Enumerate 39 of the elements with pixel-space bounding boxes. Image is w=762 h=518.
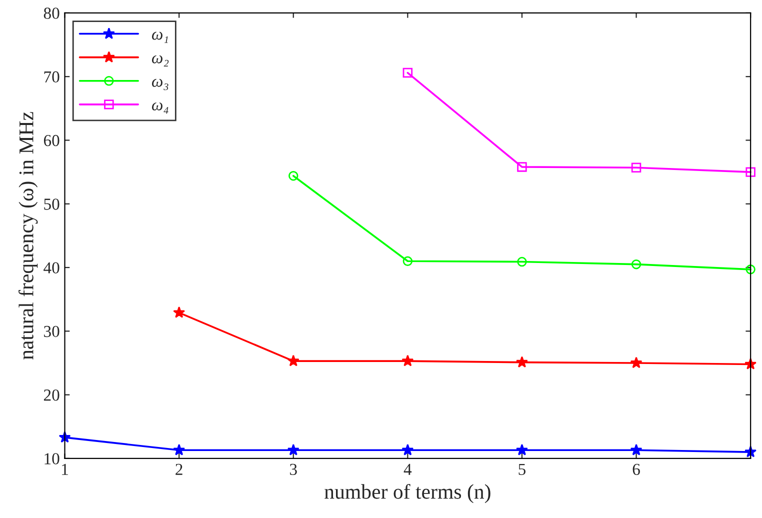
- y-tick-label: 70: [44, 71, 60, 83]
- x-tick-label: 2: [176, 464, 182, 475]
- legend-label: ω₁: [152, 32, 168, 43]
- y-axis-title: natural frequency (ω) in MHz: [18, 112, 38, 360]
- point: [402, 444, 414, 456]
- point: [402, 354, 414, 366]
- point: [402, 256, 413, 266]
- point: [630, 356, 642, 368]
- point: [287, 444, 300, 456]
- y-tick-label: 50: [44, 198, 60, 210]
- x-axis-title: number of terms (n): [324, 484, 490, 504]
- point: [517, 256, 527, 267]
- point: [287, 354, 300, 366]
- point: [746, 167, 756, 177]
- y-tick-label: 80: [44, 8, 60, 19]
- y-tick-label: 20: [44, 389, 60, 401]
- point: [516, 356, 528, 368]
- legend-label: ω₄: [152, 102, 168, 114]
- point: [631, 162, 642, 172]
- point: [631, 259, 642, 270]
- x-tick-label: 3: [290, 464, 297, 476]
- point: [402, 68, 413, 78]
- point: [630, 444, 642, 456]
- x-tick-label: 5: [518, 464, 526, 476]
- y-tick-label: 40: [44, 262, 60, 274]
- y-tick-label: 10: [44, 453, 60, 464]
- y-tick-label: 30: [44, 326, 60, 338]
- legend-label: ω₃: [152, 78, 168, 90]
- y-tick-label: 60: [44, 134, 60, 146]
- point: [517, 162, 527, 172]
- point: [516, 444, 528, 456]
- x-tick-label: 4: [404, 464, 412, 475]
- point: [746, 264, 756, 274]
- point: [173, 306, 186, 318]
- point: [173, 444, 186, 456]
- legend-label: ω₂: [152, 55, 169, 67]
- x-tick-label: 6: [632, 464, 640, 476]
- x-tick-label: 1: [62, 464, 68, 475]
- point: [288, 171, 298, 181]
